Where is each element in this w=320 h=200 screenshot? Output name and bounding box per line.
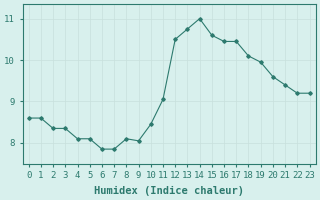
X-axis label: Humidex (Indice chaleur): Humidex (Indice chaleur)	[94, 186, 244, 196]
